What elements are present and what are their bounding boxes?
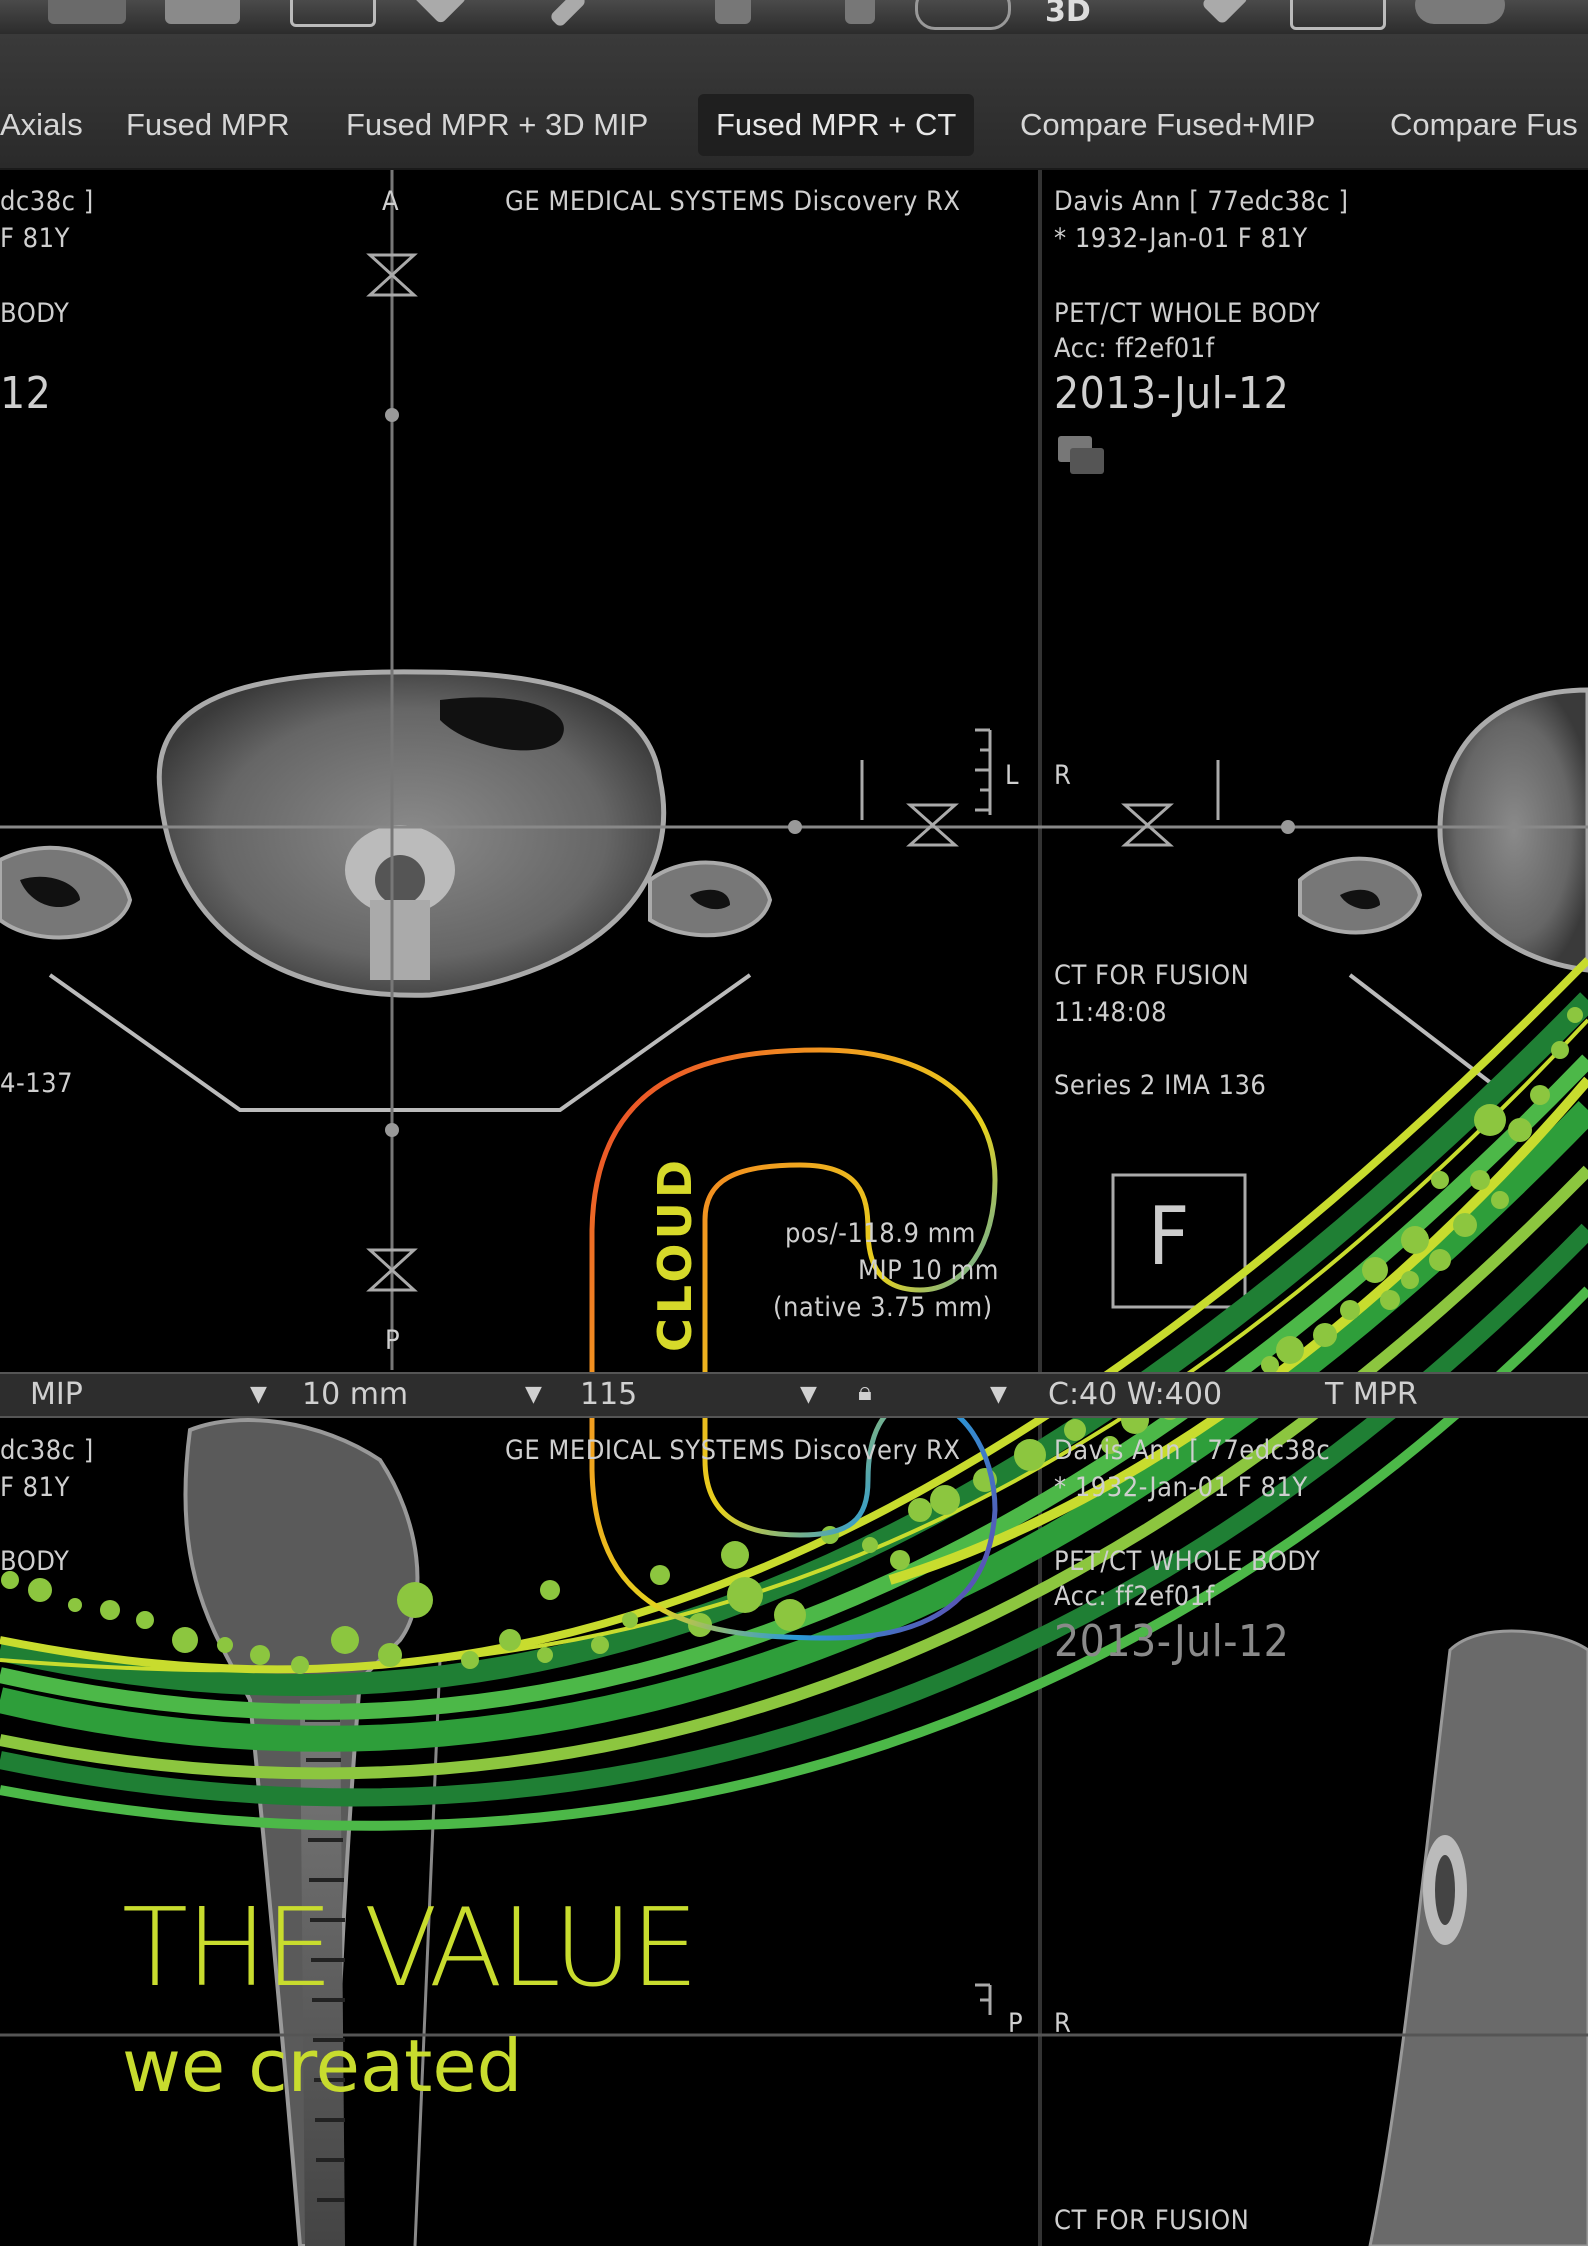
study-description: PET/CT WHOLE BODY bbox=[1054, 298, 1321, 329]
study-partial: BODY bbox=[0, 1546, 70, 1577]
thickness-select[interactable]: 10 mm bbox=[302, 1377, 409, 1412]
pointer-icon[interactable] bbox=[1200, 0, 1250, 26]
series-description: CT FOR FUSION bbox=[1054, 2205, 1250, 2236]
patient-dob-partial: * 1932-Jan-01 F 81Y bbox=[1054, 1472, 1308, 1503]
headline: THE VALUE bbox=[122, 1886, 699, 2011]
tab-fused-mpr[interactable]: Fused MPR bbox=[126, 107, 290, 142]
window-level-icon[interactable] bbox=[165, 0, 240, 24]
slab-handle-icon[interactable] bbox=[366, 1248, 418, 1292]
3d-icon[interactable]: 3D bbox=[1045, 0, 1091, 29]
patient-age-partial: F 81Y bbox=[0, 223, 70, 254]
coronal-ct-slice bbox=[1368, 1629, 1588, 2246]
pen-icon[interactable] bbox=[548, 0, 588, 29]
render-mode-select[interactable]: MIP bbox=[30, 1377, 83, 1412]
orientation-left: R bbox=[1054, 760, 1072, 791]
arrow-down-icon[interactable] bbox=[412, 0, 468, 25]
move-icon[interactable] bbox=[1290, 0, 1386, 30]
window-level-readout[interactable]: C:40 W:400 bbox=[1048, 1377, 1223, 1412]
f-marker: F bbox=[1148, 1190, 1190, 1283]
position-readout: pos/-118.9 mm bbox=[785, 1218, 976, 1249]
slice-range-partial: 4-137 bbox=[0, 1068, 74, 1099]
chevron-down-icon[interactable]: ▼ bbox=[990, 1382, 1007, 1407]
scale-ruler bbox=[975, 728, 992, 815]
shape-tool-icon[interactable] bbox=[915, 0, 1011, 30]
tab-compare-fused[interactable]: Compare Fus bbox=[1390, 107, 1578, 142]
acquisition-time: 11:48:08 bbox=[1054, 997, 1168, 1028]
tab-compare-fused-mip[interactable]: Compare Fused+MIP bbox=[1020, 107, 1316, 142]
f-marker-box bbox=[1111, 1173, 1247, 1309]
series-stack-icon bbox=[1070, 448, 1104, 474]
cloud-label: CLOUD bbox=[648, 1155, 702, 1352]
mip-readout: MIP 10 mm bbox=[858, 1255, 999, 1286]
axial-ct-slice bbox=[0, 669, 773, 1112]
slab-handle-icon[interactable] bbox=[366, 253, 418, 297]
study-partial: BODY bbox=[0, 298, 70, 329]
tab-axials[interactable]: Axials bbox=[0, 107, 83, 142]
sagittal-ct-slice bbox=[183, 1418, 442, 2246]
layout-icon[interactable] bbox=[48, 0, 126, 24]
stack-icon[interactable] bbox=[845, 0, 875, 24]
subheadline: we created bbox=[122, 2024, 523, 2108]
orientation-bottom: P bbox=[385, 1325, 401, 1356]
toolbar: 3D bbox=[0, 0, 1588, 34]
patient-dob: * 1932-Jan-01 F 81Y bbox=[1054, 223, 1308, 254]
patient-id-partial: dc38c ] bbox=[0, 1435, 94, 1466]
protocol-tab-bar: Axials Fused MPR Fused MPR + 3D MIP Fuse… bbox=[0, 34, 1588, 170]
patient-name-partial: Davis Ann [ 77edc38c bbox=[1054, 1435, 1331, 1466]
study-description-partial: PET/CT WHOLE BODY bbox=[1054, 1546, 1321, 1577]
native-thickness-readout: (native 3.75 mm) bbox=[773, 1292, 993, 1323]
orientation-left: R bbox=[1054, 2008, 1072, 2039]
lock-icon[interactable]: 🔒︎ bbox=[858, 1377, 872, 1407]
series-description: CT FOR FUSION bbox=[1054, 960, 1250, 991]
view-type-select[interactable]: T MPR bbox=[1325, 1377, 1418, 1412]
tab-fused-mpr-3d-mip[interactable]: Fused MPR + 3D MIP bbox=[346, 107, 649, 142]
study-date: 2013-Jul-12 bbox=[1054, 368, 1290, 419]
orientation-right: L bbox=[1005, 760, 1020, 791]
grid-icon[interactable] bbox=[715, 0, 751, 24]
patient-age-partial: F 81Y bbox=[0, 1472, 70, 1503]
slab-handle-icon[interactable] bbox=[906, 803, 959, 847]
chevron-down-icon[interactable]: ▼ bbox=[250, 1382, 267, 1407]
accession-number: Acc: ff2ef01f bbox=[1054, 333, 1215, 364]
tab-fused-mpr-ct[interactable]: Fused MPR + CT bbox=[698, 94, 975, 156]
viewer-canvas[interactable] bbox=[0, 170, 1588, 2246]
chevron-down-icon[interactable]: ▼ bbox=[525, 1382, 542, 1407]
viewport-control-bar: MIP ▼ 10 mm ▼ 115 ▼ 🔒︎ ▼ C:40 W:400 T MP… bbox=[0, 1372, 1588, 1418]
patient-name: Davis Ann [ 77edc38c ] bbox=[1054, 186, 1349, 217]
crop-icon[interactable] bbox=[290, 0, 376, 27]
chevron-down-icon[interactable]: ▼ bbox=[800, 1382, 817, 1407]
manufacturer-label: GE MEDICAL SYSTEMS Discovery RX bbox=[505, 186, 961, 217]
cloud-c-logo bbox=[589, 1047, 998, 1641]
orientation-right: P bbox=[1008, 2008, 1024, 2039]
accession-partial: Acc: ff2ef01f bbox=[1054, 1581, 1215, 1612]
slice-select[interactable]: 115 bbox=[580, 1377, 638, 1412]
green-particle-dots bbox=[1, 1007, 1583, 1674]
series-number: Series 2 IMA 136 bbox=[1054, 1070, 1267, 1101]
date-partial: 12 bbox=[0, 368, 52, 419]
study-date-partial: 2013-Jul-12 bbox=[1054, 1616, 1290, 1667]
slab-handle-icon[interactable] bbox=[1121, 803, 1174, 847]
camera-icon[interactable] bbox=[1415, 0, 1505, 24]
patient-id-partial: dc38c ] bbox=[0, 186, 94, 217]
orientation-top: A bbox=[382, 186, 400, 217]
manufacturer-label: GE MEDICAL SYSTEMS Discovery RX bbox=[505, 1435, 961, 1466]
